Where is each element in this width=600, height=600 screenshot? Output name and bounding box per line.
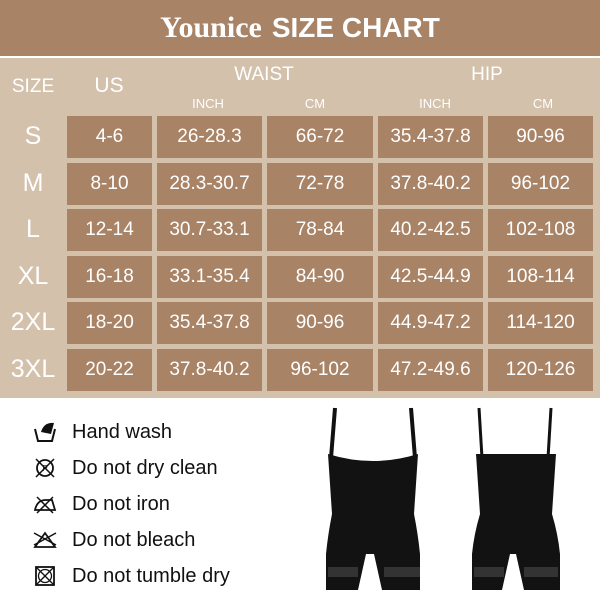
care-label: Do not bleach	[72, 528, 196, 551]
svg-text:P: P	[42, 464, 47, 473]
no-dry-clean-icon: P	[35, 458, 55, 478]
size-label: L	[26, 215, 40, 244]
care-no-iron: Do not iron	[32, 486, 230, 522]
col-waist-cm: CM	[304, 96, 326, 111]
cell-hip-cm: 114-120	[488, 302, 593, 345]
care-label: Do not iron	[72, 492, 170, 515]
col-size: SIZE	[11, 76, 55, 97]
bodysuit-back-image	[472, 407, 560, 590]
cell-hip-cm: 96-102	[488, 162, 593, 205]
care-label: Do not tumble dry	[72, 564, 230, 587]
cell-waist-inch: 26-28.3	[157, 116, 262, 158]
cell-waist-cm: 72-78	[267, 162, 373, 205]
cell-waist-cm: 84-90	[267, 255, 373, 298]
cell-hip-cm: 108-114	[488, 255, 593, 298]
care-label: Do not dry clean	[72, 456, 218, 479]
no-tumble-dry-icon	[35, 566, 55, 586]
cell-waist-cm: 96-102	[267, 349, 373, 391]
size-label: XL	[17, 261, 49, 290]
size-label: 3XL	[10, 355, 56, 383]
col-waist-inch: INCH	[192, 96, 224, 111]
care-label: Hand wash	[72, 420, 173, 443]
cell-hip-inch: 37.8-40.2	[378, 162, 483, 205]
cell-hip-cm: 90-96	[488, 116, 593, 158]
cell-us: 12-14	[67, 209, 152, 252]
cell-waist-cm: 66-72	[267, 116, 373, 158]
care-instructions: Hand wash P Do not dry clean Do not iron…	[32, 414, 230, 594]
cell-waist-inch: 35.4-37.8	[157, 302, 262, 345]
cell-waist-cm: 90-96	[267, 302, 373, 345]
care-no-dry-clean: P Do not dry clean	[32, 450, 230, 486]
cell-hip-inch: 44.9-47.2	[378, 302, 483, 345]
col-hip-cm: CM	[532, 96, 554, 111]
size-label: M	[22, 168, 44, 197]
cell-waist-inch: 28.3-30.7	[157, 162, 262, 205]
col-us: US	[94, 74, 124, 97]
cell-us: 20-22	[67, 349, 152, 391]
cell-hip-cm: 120-126	[488, 349, 593, 391]
care-no-tumble-dry: Do not tumble dry	[32, 558, 230, 594]
cell-us: 4-6	[67, 116, 152, 158]
chart-header: Younice SIZE CHART	[0, 0, 600, 56]
cell-waist-inch: 30.7-33.1	[157, 209, 262, 252]
care-hand-wash: Hand wash	[32, 414, 230, 450]
cell-us: 18-20	[67, 302, 152, 345]
cell-us: 16-18	[67, 255, 152, 298]
cell-hip-cm: 102-108	[488, 209, 593, 252]
cell-hip-inch: 42.5-44.9	[378, 255, 483, 298]
col-hip-inch: INCH	[419, 96, 451, 111]
no-iron-icon	[33, 496, 57, 514]
chart-title: SIZE CHART	[271, 12, 440, 43]
cell-us: 8-10	[67, 162, 152, 205]
hand-wash-icon	[34, 422, 56, 442]
col-hip: HIP	[471, 64, 503, 85]
no-bleach-icon	[33, 531, 57, 548]
cell-hip-inch: 35.4-37.8	[378, 116, 483, 158]
cell-waist-inch: 33.1-35.4	[157, 255, 262, 298]
cell-waist-cm: 78-84	[267, 209, 373, 252]
cell-hip-inch: 47.2-49.6	[378, 349, 483, 391]
brand-name: Younice	[160, 11, 262, 44]
size-label: S	[24, 122, 42, 150]
bodysuit-front-image	[326, 407, 420, 590]
col-waist: WAIST	[234, 64, 294, 85]
care-no-bleach: Do not bleach	[32, 522, 230, 558]
cell-waist-inch: 37.8-40.2	[157, 349, 262, 391]
size-label: 2XL	[10, 308, 56, 337]
cell-hip-inch: 40.2-42.5	[378, 209, 483, 252]
